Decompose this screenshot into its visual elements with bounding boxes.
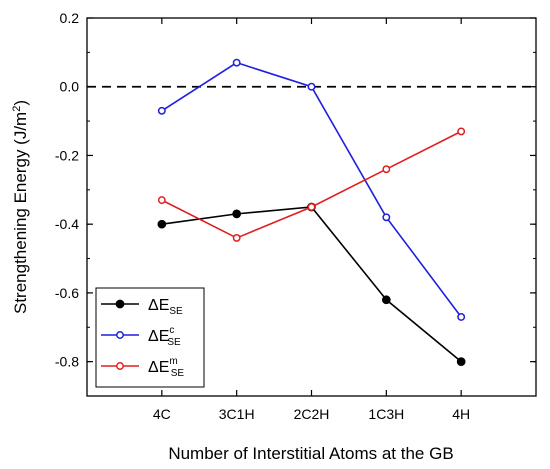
- x-tick-label: 3C1H: [219, 406, 255, 422]
- y-axis-ticks: 0.2 0.0 -0.2 -0.4 -0.6 -0.8: [55, 10, 536, 397]
- data-point: [157, 196, 166, 205]
- data-point: [232, 209, 242, 219]
- data-point: [382, 213, 391, 222]
- x-tick-label: 4C: [153, 406, 171, 422]
- y-tick-label: -0.8: [55, 354, 79, 370]
- data-point: [382, 165, 391, 174]
- legend-label: ΔEm SE: [148, 356, 184, 379]
- legend-marker: [116, 362, 124, 370]
- x-tick-label: 4H: [452, 406, 470, 422]
- series-layer: [157, 58, 466, 366]
- y-tick-label: 0.2: [60, 10, 80, 26]
- series-line: [161, 61, 462, 318]
- series-line: [161, 206, 462, 363]
- y-axis-label: Strengthening Energy (J/m2): [11, 100, 30, 314]
- y-tick-label: -0.2: [55, 147, 79, 163]
- legend-label: ΔEc SE: [148, 325, 181, 348]
- data-point: [457, 313, 466, 321]
- data-point: [232, 58, 241, 67]
- data-point: [381, 295, 391, 305]
- data-point: [307, 82, 316, 91]
- data-point: [307, 203, 316, 211]
- x-tick-label: 1C3H: [368, 406, 404, 422]
- series-line: [161, 130, 462, 239]
- x-axis-ticks: 4C 3C1H 2C2H 1C3H 4H: [153, 18, 470, 422]
- y-tick-label: 0.0: [60, 79, 80, 95]
- data-point: [456, 357, 466, 366]
- data-point: [232, 233, 241, 242]
- data-point: [157, 219, 167, 229]
- y-tick-label: -0.4: [55, 216, 79, 232]
- x-tick-label: 2C2H: [294, 406, 330, 422]
- data-point: [457, 127, 466, 136]
- x-axis-label: Number of Interstitial Atoms at the GB: [168, 444, 453, 463]
- y-tick-label: -0.6: [55, 285, 79, 301]
- legend-marker: [115, 299, 125, 309]
- legend-label: ΔESE: [148, 297, 183, 317]
- legend: ΔESE ΔEc SE ΔEm SE: [95, 287, 205, 388]
- legend-marker: [116, 331, 124, 339]
- data-point: [157, 106, 166, 115]
